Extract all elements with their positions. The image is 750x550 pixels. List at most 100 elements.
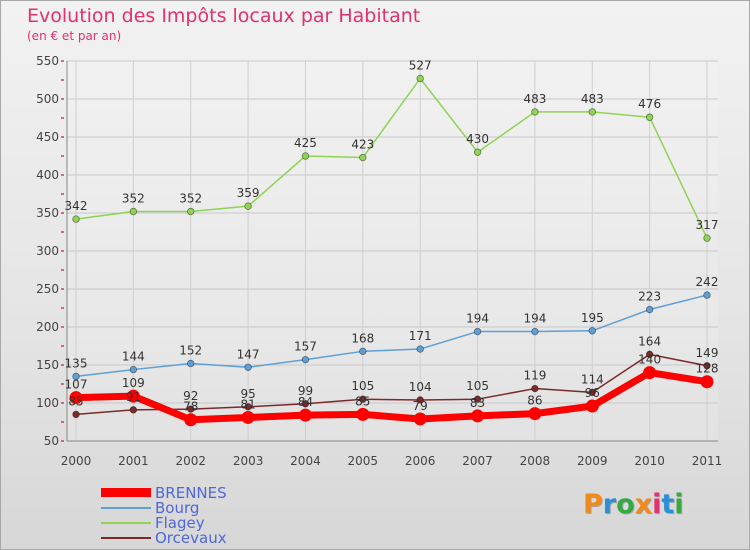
- data-point: [244, 363, 252, 371]
- data-point: [126, 389, 140, 403]
- series-line-brennes: [72, 369, 711, 424]
- legend-swatch: [101, 506, 151, 509]
- data-label: 105: [351, 379, 374, 393]
- data-point: [298, 408, 312, 422]
- series-line-bourg: [75, 294, 708, 378]
- data-label: 79: [413, 399, 428, 413]
- grid: [67, 60, 718, 442]
- legend-item-bourg: Bourg: [101, 498, 227, 517]
- data-point: [359, 153, 367, 162]
- data-label: 91: [126, 390, 141, 404]
- data-point: [473, 327, 482, 336]
- data-point: [301, 152, 310, 160]
- data-point: [301, 355, 310, 364]
- data-label: 194: [466, 312, 489, 326]
- y-tick-label: 300: [36, 244, 59, 258]
- data-label: 105: [466, 379, 489, 393]
- data-point: [416, 396, 424, 404]
- data-label: 423: [351, 138, 374, 152]
- legend-label: Bourg: [155, 498, 200, 517]
- data-labels: 107 109 78 81 84 85 79 83 86 96 140 128 135 144 152 147…: [65, 58, 719, 413]
- data-label: 114: [581, 372, 604, 386]
- y-tick-label: 550: [36, 54, 59, 68]
- x-tick-label: 2011: [692, 454, 723, 468]
- series-line-orcevaux: [75, 353, 708, 416]
- data-point: [531, 327, 539, 336]
- chart-title: Evolution des Impôts locaux par Habitant: [27, 5, 421, 27]
- x-tick-label: 2006: [405, 454, 436, 468]
- data-label: 85: [68, 394, 83, 408]
- data-point: [531, 108, 539, 116]
- data-point: [241, 410, 255, 424]
- data-point: [69, 391, 83, 405]
- axes: 50 100 150 200 250 300 350 400 450 500 550 2000 2001…: [36, 54, 722, 468]
- data-point: [359, 347, 367, 356]
- proxiti-logo: Proxiti: [583, 489, 684, 520]
- x-tick-label: 2009: [577, 454, 608, 468]
- data-point: [129, 365, 138, 374]
- x-tick-label: 2004: [290, 454, 321, 468]
- x-tick-label: 2002: [175, 454, 206, 468]
- y-tick-label: 100: [36, 396, 59, 410]
- data-label: 92: [183, 389, 198, 403]
- data-point: [356, 407, 370, 421]
- data-label: 84: [298, 395, 313, 409]
- data-label: 164: [638, 334, 661, 348]
- x-tick-label: 2010: [634, 454, 665, 468]
- data-label: 96: [585, 386, 600, 400]
- data-label: 317: [696, 218, 719, 232]
- y-tick-label: 200: [36, 320, 59, 334]
- data-point: [473, 395, 482, 403]
- legend-item-orcevaux: Orcevaux: [101, 528, 227, 547]
- data-label: 83: [470, 396, 485, 410]
- data-point: [703, 234, 711, 242]
- legend-label: Orcevaux: [155, 528, 227, 547]
- data-label: 171: [409, 329, 432, 343]
- data-point: [72, 372, 80, 381]
- x-tick-label: 2003: [233, 454, 264, 468]
- series-line-flagey: [75, 77, 708, 239]
- legend-item-brennes: BRENNES: [101, 484, 227, 502]
- data-label: 109: [122, 376, 145, 390]
- data-point: [703, 362, 711, 370]
- data-label: 425: [294, 136, 317, 150]
- x-tick-label: 2000: [61, 454, 92, 468]
- data-point: [187, 405, 195, 413]
- data-point: [528, 407, 542, 421]
- legend-label: Flagey: [155, 513, 205, 532]
- data-label: 95: [240, 387, 255, 401]
- data-label: 352: [179, 191, 202, 205]
- data-label: 527: [409, 58, 432, 72]
- data-label: 119: [523, 369, 546, 383]
- data-label: 107: [65, 378, 88, 392]
- data-point: [244, 403, 252, 411]
- x-tick-label: 2005: [348, 454, 379, 468]
- data-label: 195: [581, 311, 604, 325]
- data-label: 140: [638, 353, 661, 367]
- legend-swatch: [101, 488, 151, 497]
- data-point: [531, 384, 539, 393]
- data-label: 85: [355, 394, 370, 408]
- data-point: [588, 327, 596, 335]
- data-label: 78: [183, 400, 198, 414]
- y-tick-label: 150: [36, 358, 59, 372]
- data-point: [473, 148, 482, 156]
- data-label: 144: [122, 350, 145, 364]
- data-point: [301, 400, 310, 408]
- data-point: [471, 409, 485, 423]
- series: [69, 74, 714, 427]
- x-tick-label: 2008: [520, 454, 551, 468]
- legend-swatch: [101, 536, 151, 539]
- legend-item-flagey: Flagey: [101, 513, 227, 532]
- y-tick-label: 350: [36, 206, 59, 220]
- x-tick-label: 2007: [462, 454, 493, 468]
- data-point: [187, 207, 195, 216]
- data-label: 430: [466, 132, 489, 146]
- data-label: 476: [638, 97, 661, 111]
- data-point: [129, 207, 138, 216]
- data-label: 483: [523, 92, 546, 106]
- x-tick-label: 2001: [118, 454, 149, 468]
- data-label: 157: [294, 340, 317, 354]
- data-label: 352: [122, 191, 145, 205]
